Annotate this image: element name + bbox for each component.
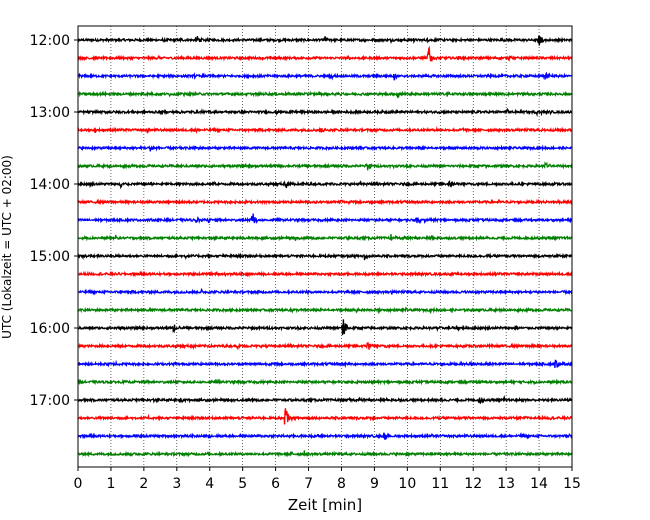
- trace-1315: [77, 125, 573, 135]
- trace-1515: [77, 270, 573, 278]
- trace-1430: [77, 213, 573, 225]
- x-tick-label: 0: [74, 476, 83, 492]
- trace-1500: [77, 252, 573, 261]
- y-axis: 12:00 13:00 14:00 15:00 16:00 17:00: [30, 33, 78, 409]
- y-tick-label: 16:00: [30, 321, 70, 337]
- y-tick-label: 17:00: [30, 393, 70, 409]
- x-tick-label: 11: [431, 476, 449, 492]
- plot-frame: [77, 25, 573, 468]
- trace-1330: [77, 144, 573, 152]
- x-tick-label: 13: [497, 476, 515, 492]
- trace-1730: [77, 431, 573, 441]
- y-axis-label: UTC (Lokalzeit = UTC + 02:00): [0, 155, 14, 339]
- traces-group: [77, 35, 573, 458]
- x-tick-label: 15: [563, 476, 581, 492]
- x-tick-label: 2: [139, 476, 148, 492]
- trace-1615: [77, 341, 573, 351]
- y-tick-label: 13:00: [30, 105, 70, 121]
- trace-1215: [77, 45, 573, 62]
- x-axis-label: Zeit [min]: [288, 496, 362, 514]
- trace-1645: [77, 378, 573, 386]
- x-tick-label: 6: [271, 476, 280, 492]
- trace-1545: [77, 306, 573, 315]
- x-axis: 0 1 2 3 4 5 6 7 8 9 10 11 12 13 14 15: [74, 467, 581, 492]
- x-tick-label: 4: [205, 476, 214, 492]
- x-tick-label: 1: [106, 476, 115, 492]
- x-tick-label: 10: [398, 476, 416, 492]
- trace-1700: [77, 394, 573, 405]
- trace-1530: [77, 288, 573, 297]
- x-tick-label: 12: [464, 476, 482, 492]
- trace-1715: [77, 408, 573, 425]
- x-tick-label: 14: [530, 476, 548, 492]
- x-tick-label: 5: [238, 476, 247, 492]
- y-tick-label: 12:00: [30, 33, 70, 49]
- trace-1300: [77, 107, 573, 118]
- trace-1200: [77, 35, 573, 46]
- trace-1400: [77, 180, 573, 190]
- trace-1415: [77, 198, 573, 206]
- x-tick-label: 8: [337, 476, 346, 492]
- x-tick-label: 9: [370, 476, 379, 492]
- x-tick-label: 7: [304, 476, 313, 492]
- trace-1445: [77, 234, 573, 242]
- trace-1245: [77, 90, 573, 99]
- trace-1230: [77, 71, 573, 81]
- x-tick-label: 3: [172, 476, 181, 492]
- trace-1745: [77, 450, 573, 458]
- trace-1630: [77, 359, 573, 369]
- trace-1345: [77, 161, 573, 171]
- y-tick-label: 14:00: [30, 177, 70, 193]
- trace-1600: [77, 319, 573, 336]
- y-tick-label: 15:00: [30, 249, 70, 265]
